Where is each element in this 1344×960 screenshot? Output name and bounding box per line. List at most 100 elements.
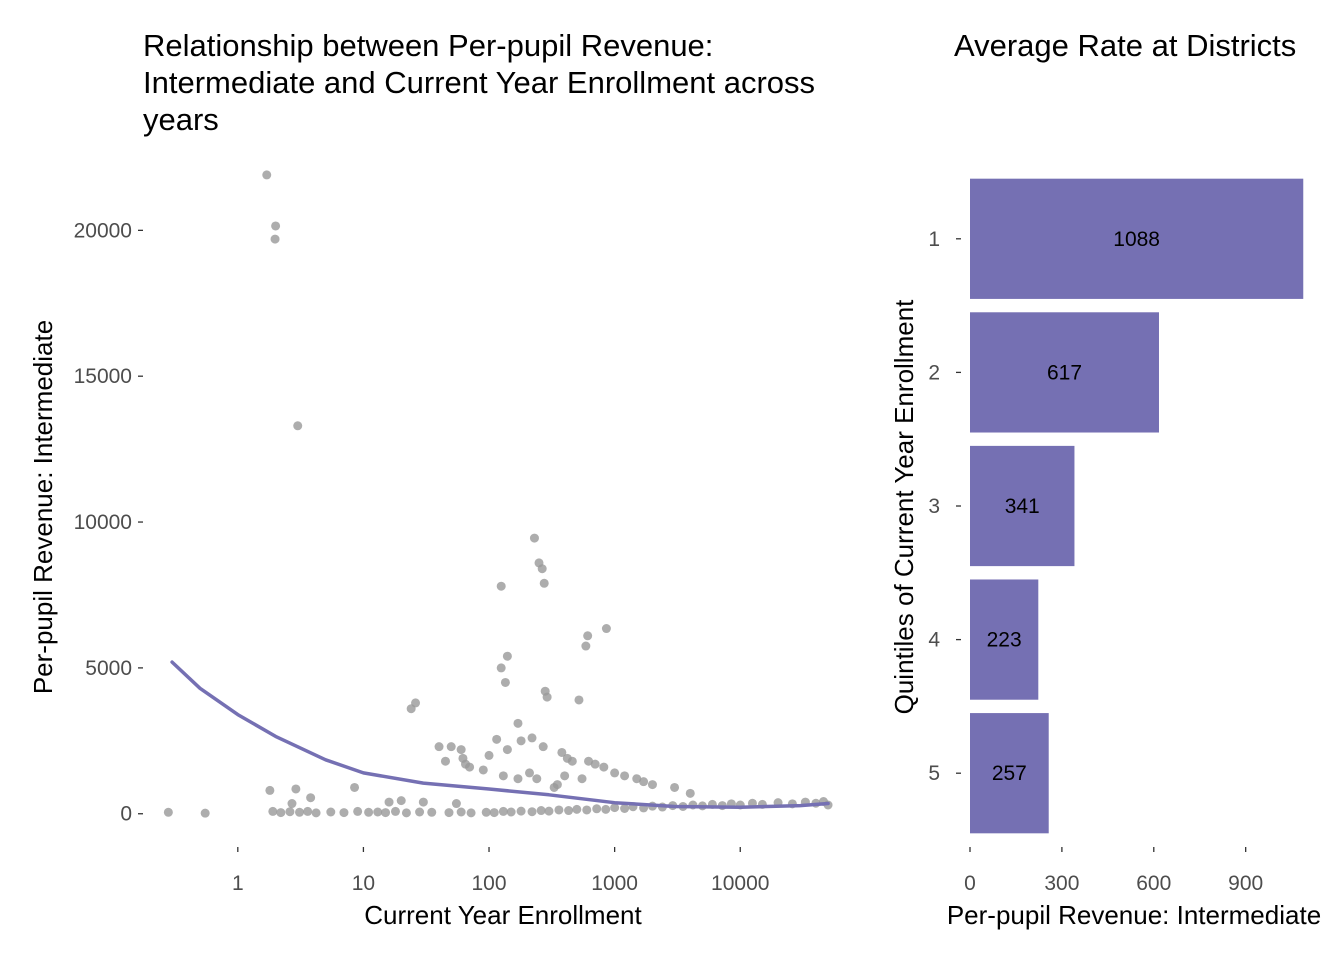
- scatter-point: [516, 806, 526, 816]
- scatter-point: [303, 806, 313, 816]
- scatter-point: [373, 807, 383, 817]
- scatter-title-line-1: Relationship between Per-pupil Revenue:: [143, 28, 713, 63]
- bar-panel: Average Rate at Districts 10886173412232…: [889, 28, 1321, 930]
- scatter-y-axis-title: Per-pupil Revenue: Intermediate: [28, 320, 58, 694]
- scatter-point: [489, 808, 499, 818]
- scatter-point: [538, 742, 548, 752]
- bar-x-tick-label: 0: [964, 872, 976, 895]
- scatter-point: [492, 734, 502, 744]
- bar-title: Average Rate at Districts: [954, 28, 1296, 63]
- bar-bars: 1088 617 341 223 257: [970, 178, 1304, 834]
- scatter-point: [465, 762, 475, 772]
- scatter-y-tick-label: 5000: [85, 657, 132, 680]
- scatter-point: [498, 771, 508, 781]
- scatter-point: [268, 806, 278, 816]
- scatter-point: [265, 785, 275, 795]
- scatter-point: [590, 759, 600, 769]
- scatter-point: [401, 808, 411, 818]
- scatter-point: [285, 807, 295, 817]
- bar-y-tick-label: 3: [928, 495, 940, 518]
- scatter-point: [544, 806, 554, 816]
- scatter-point: [564, 806, 574, 816]
- scatter-point: [384, 797, 394, 807]
- scatter-point: [496, 663, 506, 673]
- scatter-title-line-3: years: [143, 102, 219, 137]
- scatter-point: [287, 799, 297, 809]
- scatter-point: [262, 170, 272, 180]
- scatter-point: [446, 742, 456, 752]
- scatter-point: [502, 745, 512, 755]
- scatter-y-tick-label: 20000: [74, 219, 132, 242]
- scatter-point: [311, 808, 321, 818]
- scatter-point: [513, 718, 523, 728]
- scatter-point: [440, 756, 450, 766]
- bar-y-axis-title: Quintiles of Current Year Enrollment: [889, 299, 919, 715]
- bar: [970, 178, 1304, 299]
- scatter-point: [539, 578, 549, 588]
- scatter-point: [554, 805, 564, 815]
- scatter-point: [406, 704, 416, 714]
- scatter-y-ticks: 0 5000 10000 15000 20000: [74, 219, 143, 826]
- scatter-point: [396, 796, 406, 806]
- bar-y-tick-label: 1: [928, 228, 940, 251]
- bar-value-label: 257: [992, 762, 1027, 785]
- scatter-y-tick-label: 10000: [74, 511, 132, 534]
- bar-y-tick-label: 5: [928, 762, 940, 785]
- scatter-point: [456, 745, 466, 755]
- bar-y-ticks: 1 2 3 4 5: [928, 228, 961, 785]
- bar: [970, 312, 1159, 433]
- scatter-y-tick-label: 0: [120, 803, 132, 826]
- bar: [970, 713, 1049, 834]
- scatter-point: [516, 736, 526, 746]
- scatter-point: [293, 421, 303, 431]
- scatter-point: [527, 733, 537, 743]
- scatter-x-tick-label: 1: [232, 872, 244, 895]
- scatter-point: [601, 804, 611, 814]
- scatter-point: [434, 742, 444, 752]
- scatter-point: [415, 807, 425, 817]
- scatter-point: [350, 782, 360, 792]
- scatter-point: [478, 765, 488, 775]
- scatter-point: [542, 692, 552, 702]
- scatter-x-tick-label: 10000: [711, 872, 769, 895]
- scatter-point: [484, 750, 494, 760]
- scatter-point: [496, 581, 506, 591]
- scatter-point: [381, 808, 391, 818]
- scatter-point: [620, 803, 630, 813]
- bar-x-ticks: 0 300 600 900: [964, 847, 1263, 895]
- scatter-point: [610, 803, 620, 813]
- bar: [970, 445, 1075, 567]
- bar-y-tick-label: 4: [928, 629, 940, 652]
- bar-y-tick-label: 2: [928, 361, 940, 384]
- scatter-point: [306, 793, 316, 803]
- scatter-point: [685, 788, 695, 798]
- bar-x-axis-title: Per-pupil Revenue: Intermediate: [947, 900, 1321, 930]
- scatter-point: [451, 799, 461, 809]
- scatter-point: [527, 807, 537, 817]
- scatter-point: [427, 807, 437, 817]
- scatter-x-tick-label: 10: [352, 872, 375, 895]
- scatter-y-tick-label: 15000: [74, 365, 132, 388]
- scatter-point: [601, 624, 611, 634]
- scatter-point: [418, 797, 428, 807]
- scatter-point: [456, 807, 466, 817]
- scatter-x-tick-label: 1000: [591, 872, 638, 895]
- scatter-point: [567, 756, 577, 766]
- scatter-title-line-2: Intermediate and Current Year Enrollment…: [143, 65, 815, 100]
- bar-x-tick-label: 900: [1228, 872, 1263, 895]
- scatter-point: [506, 807, 516, 817]
- bar-x-tick-label: 600: [1136, 872, 1171, 895]
- scatter-point: [552, 780, 562, 790]
- scatter-point: [353, 806, 363, 816]
- scatter-point: [502, 651, 512, 661]
- scatter-point: [500, 677, 510, 687]
- scatter-point: [270, 234, 280, 244]
- trend-line: [170, 660, 830, 810]
- scatter-point: [291, 784, 301, 794]
- scatter-point: [466, 808, 476, 818]
- scatter-point: [276, 808, 286, 818]
- bar: [970, 579, 1039, 700]
- scatter-point: [537, 564, 547, 574]
- bar-value-label: 223: [987, 629, 1022, 652]
- scatter-point: [200, 808, 210, 818]
